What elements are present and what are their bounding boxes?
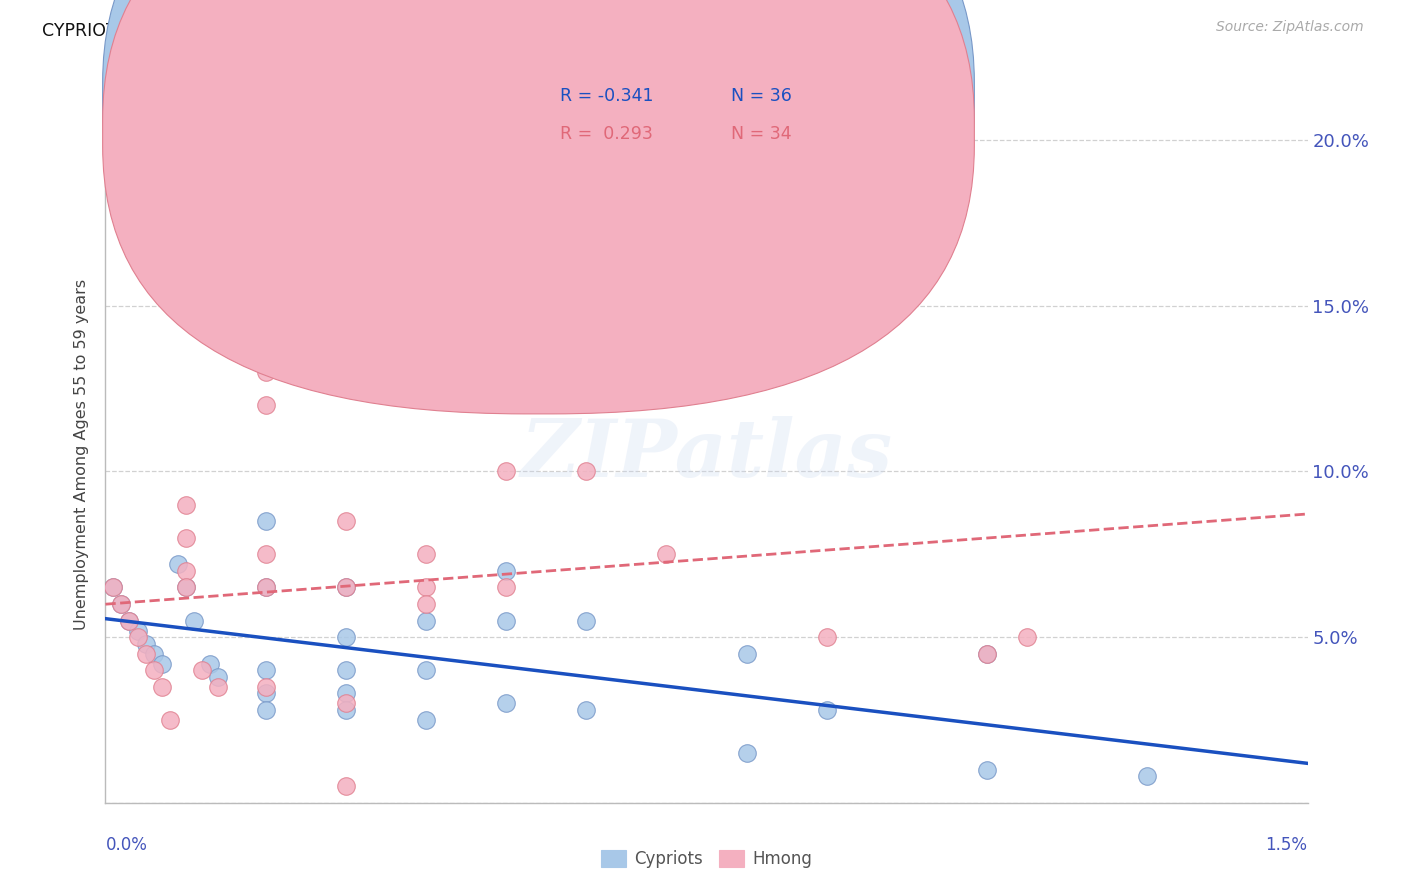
Point (815, 703, 838, 717)
Point (254, 686, 277, 700)
Point (198, 657, 221, 671)
Point (575, 614, 598, 628)
Point (207, 670, 229, 684)
Point (150, 657, 173, 671)
Y-axis label: Unemployment Among Ages 55 to 59 years: Unemployment Among Ages 55 to 59 years (75, 279, 90, 631)
Point (415, 547, 437, 561)
Point (495, 581, 517, 595)
Point (254, 680, 277, 694)
Text: N = 36: N = 36 (731, 87, 792, 105)
Text: ZIPatlas: ZIPatlas (520, 417, 893, 493)
Point (135, 637, 157, 651)
Point (335, 581, 357, 595)
Point (254, 514, 277, 528)
Point (415, 663, 437, 677)
Point (655, 547, 678, 561)
Point (815, 630, 838, 644)
Text: 0.0%: 0.0% (105, 836, 148, 855)
Point (174, 498, 197, 512)
Point (335, 663, 357, 677)
Text: Source: ZipAtlas.com: Source: ZipAtlas.com (1216, 20, 1364, 34)
Point (415, 597, 437, 611)
Point (415, 614, 437, 628)
Point (575, 465, 598, 479)
Point (735, 746, 758, 760)
Point (335, 630, 357, 644)
Text: R =  0.293: R = 0.293 (560, 125, 652, 143)
Point (159, 713, 181, 727)
Point (254, 581, 277, 595)
Point (254, 663, 277, 677)
Point (103, 581, 125, 595)
Point (190, 663, 212, 677)
Point (150, 680, 173, 694)
Point (254, 581, 277, 595)
Point (1017, 630, 1039, 644)
Point (142, 663, 165, 677)
Point (254, 365, 277, 379)
Point (735, 647, 758, 661)
Point (127, 624, 149, 638)
Point (254, 547, 277, 561)
Point (976, 763, 998, 777)
Point (655, 199, 678, 213)
Point (254, 398, 277, 412)
Point (110, 597, 132, 611)
Point (335, 686, 357, 700)
Point (976, 647, 998, 661)
Point (127, 630, 149, 644)
Legend: Cypriots, Hmong: Cypriots, Hmong (593, 843, 820, 874)
Point (174, 581, 197, 595)
Point (1136, 769, 1159, 783)
Point (495, 564, 517, 578)
Point (495, 465, 517, 479)
Point (495, 614, 517, 628)
Point (335, 703, 357, 717)
Point (976, 647, 998, 661)
Point (335, 581, 357, 595)
Point (135, 647, 157, 661)
Point (174, 531, 197, 545)
Point (254, 703, 277, 717)
Point (118, 614, 141, 628)
Point (575, 703, 598, 717)
Point (142, 647, 165, 661)
Point (183, 614, 205, 628)
Point (335, 514, 357, 528)
Point (495, 697, 517, 711)
Point (103, 581, 125, 595)
Point (110, 597, 132, 611)
Point (166, 558, 188, 572)
Point (118, 614, 141, 628)
Point (335, 697, 357, 711)
Text: N = 34: N = 34 (731, 125, 792, 143)
Point (415, 581, 437, 595)
Point (207, 680, 229, 694)
Text: R = -0.341: R = -0.341 (560, 87, 654, 105)
Text: 1.5%: 1.5% (1265, 836, 1308, 855)
Point (415, 713, 437, 727)
Text: CYPRIOT VS HMONG UNEMPLOYMENT AMONG AGES 55 TO 59 YEARS CORRELATION CHART: CYPRIOT VS HMONG UNEMPLOYMENT AMONG AGES… (42, 22, 837, 40)
Point (174, 581, 197, 595)
Point (174, 564, 197, 578)
Point (335, 779, 357, 793)
